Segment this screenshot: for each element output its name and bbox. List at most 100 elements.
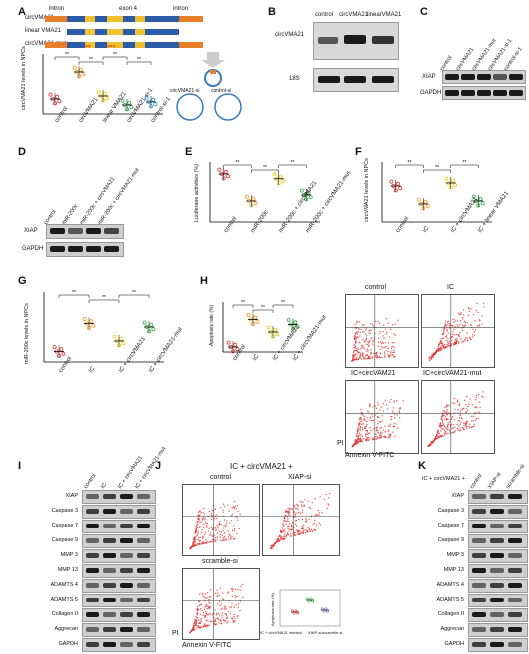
- blot-d-xiap: [46, 224, 124, 239]
- i-band: [137, 612, 150, 618]
- plot-f-ylabel: circVMA21 levels in NPCs: [364, 158, 370, 222]
- i-band: [120, 494, 133, 499]
- plot-a-bracket: [78, 61, 104, 65]
- blot-d-gapdh: [46, 242, 124, 257]
- k-band: [508, 627, 522, 632]
- k-blot-8: [468, 608, 528, 623]
- i-band: [137, 642, 150, 647]
- k-band: [490, 523, 504, 529]
- k-band: [490, 553, 504, 558]
- plot-g-ylabel: miR-200c levels in NPCs: [24, 303, 30, 364]
- i-blot-5: [82, 564, 156, 578]
- i-row-label-8: Collagen II: [51, 611, 78, 618]
- plot-f-point: [389, 179, 394, 184]
- plot-g-sig: **: [132, 290, 136, 296]
- blot-b-18s: [313, 68, 399, 92]
- plot-f-bracket: [450, 164, 479, 168]
- plot-g-point: [59, 347, 64, 352]
- plot-a-xlabels: control circVMA21 linear VMA21 circVMA21-si…: [47, 87, 172, 142]
- facs-j-title-0: control: [210, 474, 232, 481]
- plot-h-point: [253, 315, 258, 320]
- i-blot-4: [82, 549, 156, 563]
- plot-h-ylabel: Apoptosis rate (%): [209, 304, 215, 346]
- plot-h-sig: **: [241, 300, 245, 306]
- plot-a-sig: **: [89, 57, 93, 63]
- plot-g-point: [121, 341, 126, 346]
- panel-c: control circVMA21 circVMA21-mut circVMA21-s…: [420, 10, 529, 100]
- construct-label-linear: linear VMA21: [25, 28, 62, 34]
- plot-g-point: [91, 323, 96, 328]
- facs-h-yaxis: PI: [337, 440, 344, 447]
- i-band: [86, 523, 99, 529]
- plot-j-group-1: control: [290, 630, 303, 635]
- panel-d: control miR-200c miR-200c + circVMA21 miR-2…: [22, 150, 182, 260]
- i-band: [103, 582, 116, 588]
- plot-f-point: [425, 204, 430, 209]
- blot-c-xiap: [442, 70, 526, 84]
- k-row-label-9: Aggrecan: [440, 626, 464, 633]
- i-band: [120, 642, 133, 647]
- plot-h-point: [255, 319, 260, 324]
- i-row-label-4: MMP 3: [60, 552, 78, 559]
- facs-h-2-scatter: [346, 381, 418, 453]
- panel-label-a: A: [18, 6, 26, 18]
- i-band: [120, 597, 133, 603]
- i-band: [103, 538, 116, 544]
- svg-text:××: ××: [85, 44, 91, 50]
- k-band: [472, 597, 486, 603]
- plot-e-bracket: [251, 169, 279, 173]
- i-band: [103, 597, 116, 603]
- facs-j-1: [262, 484, 340, 556]
- plot-f-point: [478, 196, 483, 201]
- plot-f: ** ** **: [381, 160, 492, 223]
- i-band: [137, 494, 150, 499]
- plot-f-sig: **: [435, 165, 439, 171]
- facs-h-3: [421, 380, 495, 454]
- panel-label-d: D: [18, 146, 26, 158]
- k-band: [472, 642, 486, 647]
- plot-a-sig: **: [65, 52, 69, 58]
- facs-h-2: [345, 380, 419, 454]
- k-blot-5: [468, 564, 528, 578]
- plot-j-ylabel: Apoptosis rate (%): [270, 593, 275, 626]
- plot-a-point: [127, 100, 132, 105]
- facs-j-title-2: scramble-si: [202, 558, 238, 565]
- d-lane-label-1: miR-200c: [61, 203, 80, 226]
- i-blot-10: [82, 638, 156, 652]
- k-band: [472, 568, 486, 573]
- plot-e-sig: **: [236, 160, 240, 166]
- i-band: [120, 582, 133, 588]
- plot-f-bracket: [395, 164, 424, 168]
- panel-i: control IC IC + circVMA21 IC + circVMA21-mu…: [22, 446, 167, 652]
- panel-label-c: C: [420, 6, 428, 18]
- i-band: [137, 553, 150, 558]
- facs-j-xaxis: Annexin V-FITC: [182, 642, 232, 649]
- plot-a: ** ** ** **: [42, 52, 163, 115]
- plot-g-point: [151, 327, 156, 332]
- k-band: [490, 494, 504, 499]
- plot-a-bracket: [102, 56, 128, 60]
- k-band: [472, 538, 486, 544]
- i-row-label-7: ADAMTS 5: [50, 596, 78, 603]
- i-blot-8: [82, 608, 156, 623]
- facs-h-3-scatter: [422, 381, 494, 453]
- facs-j-title-1: XIAP-si: [288, 474, 312, 481]
- i-band: [103, 642, 116, 647]
- plot-e-point: [272, 172, 277, 177]
- i-band: [137, 568, 150, 573]
- i-lane-label-0: control: [83, 473, 98, 490]
- plot-h-sig: **: [261, 305, 265, 311]
- panel-f: ** ** ** circVMA21 levels in NPCs control I…: [360, 150, 529, 270]
- k-band: [490, 612, 504, 618]
- plot-j-group-0: IC + circVMA21 +: [260, 630, 292, 635]
- k-row-label-6: ADAMTS 4: [436, 581, 464, 588]
- i-row-label-10: GAPDH: [58, 641, 78, 647]
- panel-e: ** ** ** Luciferase activities (%) control…: [190, 150, 352, 270]
- plot-e-point: [253, 201, 258, 206]
- plot-e-sig: **: [263, 165, 267, 171]
- plot-j-group-3: scramble-si: [322, 630, 343, 635]
- plot-g-point: [119, 336, 124, 341]
- plot-f-point: [471, 194, 476, 199]
- i-blot-7: [82, 593, 156, 608]
- k-blot-0: [468, 490, 528, 504]
